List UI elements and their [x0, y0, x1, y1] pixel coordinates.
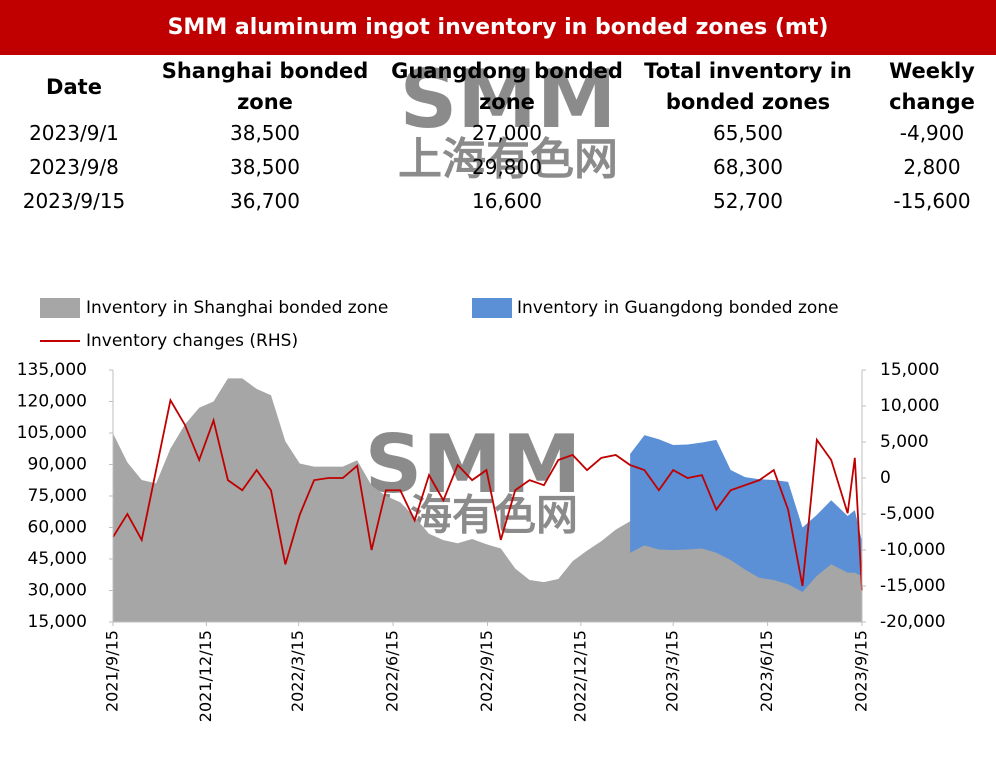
table-cell: 16,600: [472, 189, 542, 213]
y2-tick-label: 0: [880, 468, 891, 488]
table-cell: 65,500: [713, 121, 783, 145]
y2-tick-label: -15,000: [880, 576, 946, 596]
y-tick-label: 30,000: [28, 581, 87, 601]
area: [630, 435, 862, 592]
y-tick-label: 135,000: [17, 360, 87, 380]
table-cell: 38,500: [230, 121, 300, 145]
x-tick-label: 2022/6/15: [383, 630, 402, 712]
table-cell: 36,700: [230, 189, 300, 213]
watermark: SMM: [365, 418, 582, 511]
x-tick-label: 2023/9/15: [852, 630, 871, 712]
table-cell: 68,300: [713, 155, 783, 179]
y-tick-label: 45,000: [28, 549, 87, 569]
x-tick-label: 2023/6/15: [757, 630, 776, 712]
y-tick-label: 75,000: [28, 486, 87, 506]
table-cell: 52,700: [713, 189, 783, 213]
table-cell: 38,500: [230, 155, 300, 179]
watermark: 上海有色网: [398, 134, 618, 185]
table-cell: 27,000: [472, 121, 542, 145]
table-cell: 2,800: [903, 155, 961, 179]
y2-tick-label: -5,000: [880, 504, 935, 524]
area: [113, 378, 862, 622]
table-header: Date: [46, 74, 102, 99]
table-cell: -15,600: [893, 189, 971, 213]
line: [112, 397, 863, 591]
table-cell: -4,900: [899, 121, 965, 145]
x-tick-label: 2021/12/15: [196, 630, 215, 722]
y2-tick-label: -10,000: [880, 540, 946, 560]
table-cell: 2023/9/8: [29, 155, 119, 179]
legend-swatch: [40, 298, 80, 318]
y2-tick-label: 10,000: [880, 396, 939, 416]
x-tick-label: 2022/12/15: [570, 630, 589, 722]
y2-tick-label: 5,000: [880, 432, 929, 452]
title-banner: SMM aluminum ingot inventory in bonded z…: [0, 0, 996, 55]
table-header: Guangdong bonded zone: [391, 59, 623, 114]
x-tick-label: 2022/9/15: [477, 630, 496, 712]
y-tick-label: 120,000: [17, 392, 87, 412]
y2-tick-label: 15,000: [880, 360, 939, 380]
x-tick-label: 2021/9/15: [103, 630, 122, 712]
table-cell: 2023/9/1: [29, 121, 119, 145]
legend-label: Inventory changes (RHS): [86, 331, 298, 351]
table-cell: 2023/9/15: [22, 189, 126, 213]
legend-label: Inventory in Guangdong bonded zone: [517, 298, 839, 318]
watermark: SMM: [400, 53, 617, 146]
y2-tick-label: -20,000: [880, 612, 946, 632]
table-header: Weekly change: [889, 59, 975, 114]
x-tick-label: 2023/3/15: [663, 630, 682, 712]
title: SMM aluminum ingot inventory in bonded z…: [167, 15, 829, 40]
legend-swatch: [472, 298, 512, 318]
y-tick-label: 90,000: [28, 455, 87, 475]
legend-label: Inventory in Shanghai bonded zone: [86, 298, 388, 318]
table-cell: 29,800: [472, 155, 542, 179]
table-header: Shanghai bonded zone: [161, 59, 369, 114]
y-tick-label: 105,000: [17, 423, 87, 443]
y-tick-label: 15,000: [28, 612, 87, 632]
y-tick-label: 60,000: [28, 518, 87, 538]
x-tick-label: 2022/3/15: [288, 630, 307, 712]
table-header: Total inventory in bonded zones: [644, 59, 852, 114]
